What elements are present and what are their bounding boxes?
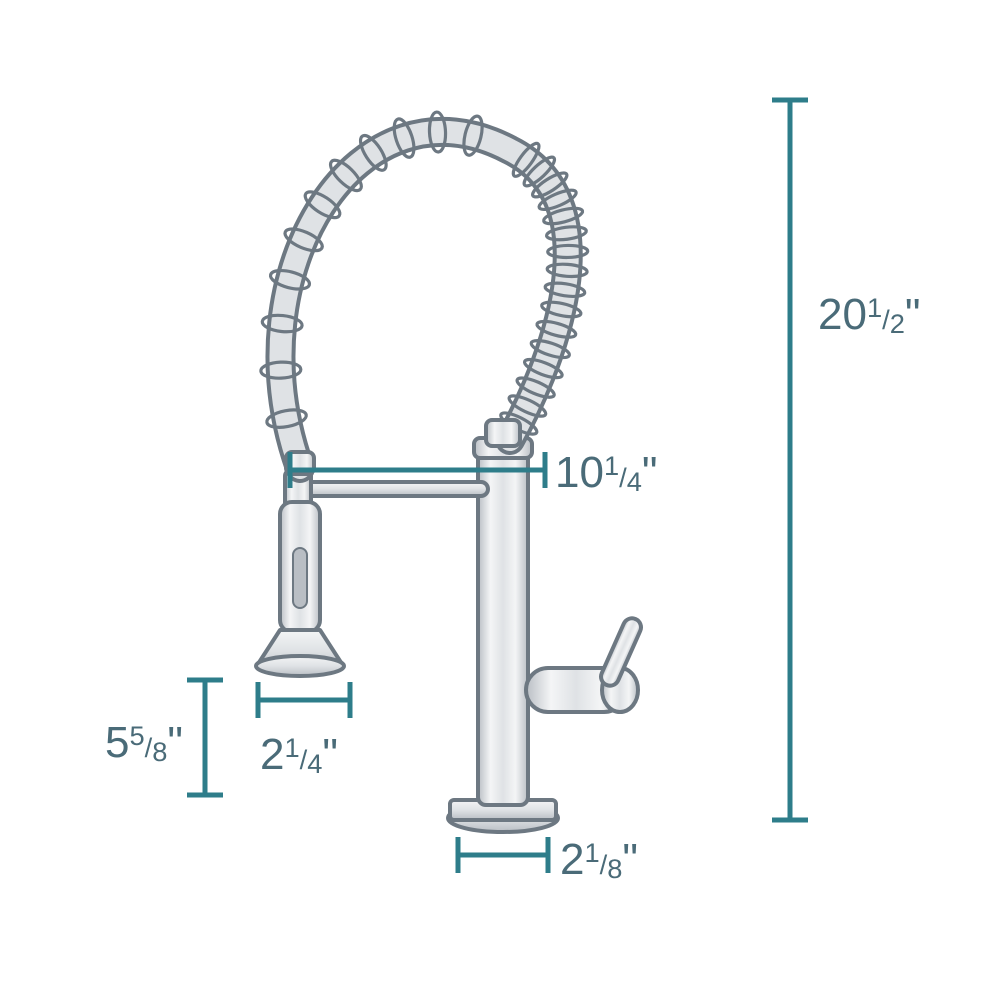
dimension-label-spray_head_height: 55/8": [105, 718, 183, 768]
dimension-label-spout_reach: 101/4": [555, 448, 658, 498]
dimension-faucet_base_width: [458, 837, 548, 873]
dimension-overall_height: [772, 100, 808, 820]
dimension-label-overall_height: 201/2": [818, 290, 921, 340]
dimension-spray_head_height: [187, 680, 223, 795]
dimension-label-spray_head_base_width: 21/4": [260, 730, 338, 780]
diagram-svg: [0, 0, 1000, 1000]
diagram-stage: 201/2" 101/4" 55/8" 21/4" 21/8": [0, 0, 1000, 1000]
dimension-spray_head_base_width: [258, 682, 350, 718]
dimension-label-faucet_base_width: 21/8": [560, 835, 638, 885]
